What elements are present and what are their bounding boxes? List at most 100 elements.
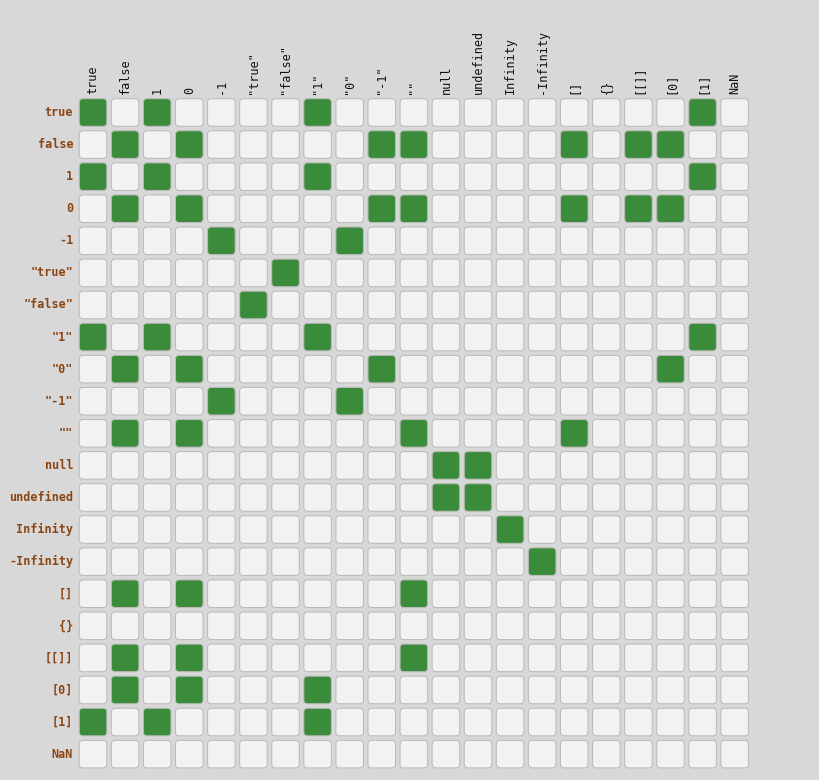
FancyBboxPatch shape: [464, 740, 491, 768]
FancyBboxPatch shape: [271, 740, 299, 768]
FancyBboxPatch shape: [688, 644, 716, 672]
FancyBboxPatch shape: [432, 548, 459, 576]
FancyBboxPatch shape: [592, 548, 619, 576]
FancyBboxPatch shape: [400, 227, 428, 254]
FancyBboxPatch shape: [304, 516, 331, 544]
FancyBboxPatch shape: [239, 484, 267, 511]
FancyBboxPatch shape: [527, 580, 555, 608]
FancyBboxPatch shape: [143, 195, 171, 222]
FancyBboxPatch shape: [143, 131, 171, 158]
FancyBboxPatch shape: [304, 163, 331, 190]
Text: "true": "true": [247, 51, 260, 94]
FancyBboxPatch shape: [432, 612, 459, 640]
FancyBboxPatch shape: [271, 420, 299, 447]
FancyBboxPatch shape: [592, 612, 619, 640]
FancyBboxPatch shape: [688, 195, 716, 222]
Text: 0: 0: [183, 87, 196, 94]
FancyBboxPatch shape: [207, 708, 235, 736]
FancyBboxPatch shape: [624, 259, 651, 287]
FancyBboxPatch shape: [368, 388, 395, 415]
FancyBboxPatch shape: [239, 676, 267, 704]
FancyBboxPatch shape: [495, 131, 523, 158]
FancyBboxPatch shape: [464, 484, 491, 511]
FancyBboxPatch shape: [207, 580, 235, 608]
FancyBboxPatch shape: [336, 323, 363, 351]
FancyBboxPatch shape: [624, 163, 651, 190]
FancyBboxPatch shape: [559, 323, 587, 351]
FancyBboxPatch shape: [688, 323, 716, 351]
FancyBboxPatch shape: [368, 548, 395, 576]
FancyBboxPatch shape: [624, 612, 651, 640]
FancyBboxPatch shape: [271, 163, 299, 190]
FancyBboxPatch shape: [527, 708, 555, 736]
FancyBboxPatch shape: [527, 452, 555, 479]
FancyBboxPatch shape: [79, 708, 106, 736]
Text: [1]: [1]: [52, 715, 73, 729]
FancyBboxPatch shape: [464, 259, 491, 287]
FancyBboxPatch shape: [624, 131, 651, 158]
FancyBboxPatch shape: [559, 163, 587, 190]
FancyBboxPatch shape: [624, 388, 651, 415]
FancyBboxPatch shape: [79, 484, 106, 511]
FancyBboxPatch shape: [688, 548, 716, 576]
FancyBboxPatch shape: [720, 484, 748, 511]
FancyBboxPatch shape: [656, 516, 684, 544]
FancyBboxPatch shape: [368, 516, 395, 544]
FancyBboxPatch shape: [175, 676, 203, 704]
FancyBboxPatch shape: [271, 612, 299, 640]
FancyBboxPatch shape: [592, 227, 619, 254]
FancyBboxPatch shape: [559, 484, 587, 511]
FancyBboxPatch shape: [432, 195, 459, 222]
FancyBboxPatch shape: [688, 676, 716, 704]
FancyBboxPatch shape: [143, 291, 171, 319]
FancyBboxPatch shape: [464, 195, 491, 222]
FancyBboxPatch shape: [464, 516, 491, 544]
FancyBboxPatch shape: [527, 131, 555, 158]
FancyBboxPatch shape: [559, 356, 587, 383]
FancyBboxPatch shape: [400, 388, 428, 415]
FancyBboxPatch shape: [432, 163, 459, 190]
Text: undefined: undefined: [471, 30, 484, 94]
FancyBboxPatch shape: [304, 356, 331, 383]
Text: []: []: [567, 80, 580, 94]
FancyBboxPatch shape: [143, 548, 171, 576]
FancyBboxPatch shape: [304, 580, 331, 608]
FancyBboxPatch shape: [143, 740, 171, 768]
FancyBboxPatch shape: [432, 644, 459, 672]
FancyBboxPatch shape: [143, 708, 171, 736]
FancyBboxPatch shape: [495, 740, 523, 768]
FancyBboxPatch shape: [336, 516, 363, 544]
FancyBboxPatch shape: [464, 708, 491, 736]
Text: "true": "true": [30, 267, 73, 279]
Text: [0]: [0]: [52, 683, 73, 697]
FancyBboxPatch shape: [239, 452, 267, 479]
FancyBboxPatch shape: [304, 484, 331, 511]
FancyBboxPatch shape: [432, 708, 459, 736]
FancyBboxPatch shape: [720, 420, 748, 447]
FancyBboxPatch shape: [624, 323, 651, 351]
FancyBboxPatch shape: [79, 323, 106, 351]
FancyBboxPatch shape: [464, 388, 491, 415]
FancyBboxPatch shape: [239, 163, 267, 190]
Text: undefined: undefined: [9, 491, 73, 504]
FancyBboxPatch shape: [368, 323, 395, 351]
FancyBboxPatch shape: [239, 323, 267, 351]
FancyBboxPatch shape: [79, 516, 106, 544]
FancyBboxPatch shape: [656, 708, 684, 736]
FancyBboxPatch shape: [432, 516, 459, 544]
FancyBboxPatch shape: [688, 163, 716, 190]
FancyBboxPatch shape: [336, 644, 363, 672]
FancyBboxPatch shape: [175, 227, 203, 254]
FancyBboxPatch shape: [720, 548, 748, 576]
FancyBboxPatch shape: [400, 259, 428, 287]
FancyBboxPatch shape: [559, 452, 587, 479]
FancyBboxPatch shape: [207, 99, 235, 126]
FancyBboxPatch shape: [239, 291, 267, 319]
FancyBboxPatch shape: [79, 99, 106, 126]
FancyBboxPatch shape: [79, 420, 106, 447]
FancyBboxPatch shape: [592, 676, 619, 704]
FancyBboxPatch shape: [143, 163, 171, 190]
FancyBboxPatch shape: [239, 644, 267, 672]
FancyBboxPatch shape: [656, 323, 684, 351]
FancyBboxPatch shape: [143, 612, 171, 640]
